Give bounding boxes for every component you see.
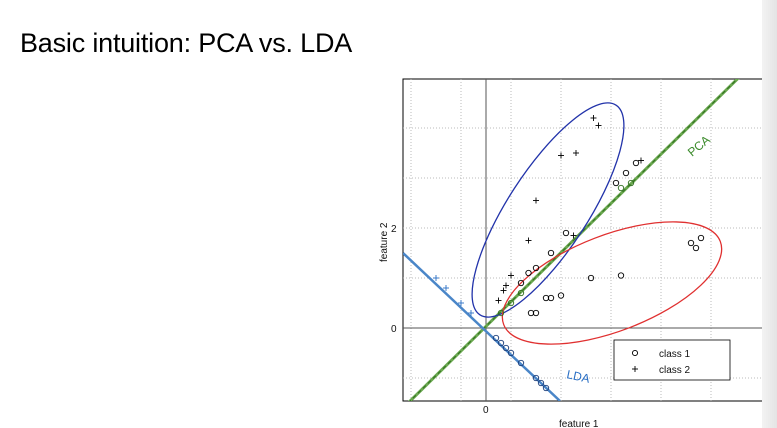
class1-point — [622, 169, 630, 177]
class2-point — [595, 122, 602, 129]
class1-point — [532, 309, 540, 317]
class2-point — [500, 287, 507, 294]
class1-point — [587, 274, 595, 282]
class1-point — [557, 292, 565, 299]
class1-point — [525, 269, 532, 277]
lda-projected-point — [443, 285, 449, 291]
lda-projected-point — [507, 349, 515, 357]
class1-point — [547, 249, 555, 257]
pca-projected-point — [617, 184, 625, 192]
legend-circle-marker — [631, 349, 639, 357]
pca-projected-point — [627, 179, 635, 187]
grid-lines — [403, 79, 777, 401]
class2-point — [570, 232, 577, 239]
class1-point — [612, 179, 620, 187]
class2-point — [590, 115, 597, 121]
lda-projected-point — [517, 359, 525, 367]
lda-annotation: LDA — [565, 367, 591, 386]
y-axis-label: feature 2 — [379, 222, 390, 262]
legend: class 1 class 2 — [613, 339, 731, 381]
class2-point — [573, 150, 579, 156]
class1-point — [517, 279, 525, 287]
legend-label-class2: class 2 — [659, 365, 691, 376]
class1-point — [617, 272, 625, 279]
legend-label-class1: class 1 — [659, 349, 691, 360]
lda-projected-point — [542, 384, 550, 392]
lda-projected-point — [492, 334, 500, 342]
class1-point — [687, 239, 695, 247]
pca-line-dash — [409, 79, 739, 401]
y-tick-label-top: 2 — [391, 224, 397, 235]
x-tick-label: 0 — [483, 405, 489, 416]
lda-projected-point — [502, 344, 510, 352]
data-points — [433, 115, 705, 392]
pca-projected-point — [497, 309, 505, 317]
class1-point — [532, 264, 540, 272]
slide-edge — [762, 0, 777, 428]
class2-point — [525, 237, 532, 244]
class2-point — [638, 157, 644, 164]
class2-point — [558, 152, 564, 159]
class2-ellipse — [471, 102, 625, 318]
class1-ellipse — [501, 221, 723, 345]
pca-projected-point — [507, 299, 515, 307]
x-axis-label: feature 1 — [559, 419, 599, 428]
lda-projected-point — [433, 275, 439, 281]
class1-point — [697, 234, 705, 242]
class2-point — [508, 272, 514, 279]
class2-point — [495, 297, 502, 304]
lda-projected-point — [537, 379, 545, 387]
class2-point — [503, 282, 509, 289]
y-tick-label-zero: 0 — [391, 324, 397, 335]
class1-point — [547, 294, 555, 302]
slide-title: Basic intuition: PCA vs. LDA — [20, 28, 353, 58]
lda-projected-point — [532, 374, 540, 382]
lda-projected-point — [468, 310, 474, 316]
class1-point — [692, 244, 700, 252]
class2-point — [533, 197, 539, 204]
class1-point — [562, 229, 570, 237]
lda-projected-point — [458, 300, 464, 306]
class1-point — [632, 159, 640, 167]
pca-projected-point — [517, 289, 525, 297]
legend-box — [613, 339, 731, 381]
lda-projected-point — [497, 339, 505, 347]
legend-plus-marker — [632, 366, 638, 372]
